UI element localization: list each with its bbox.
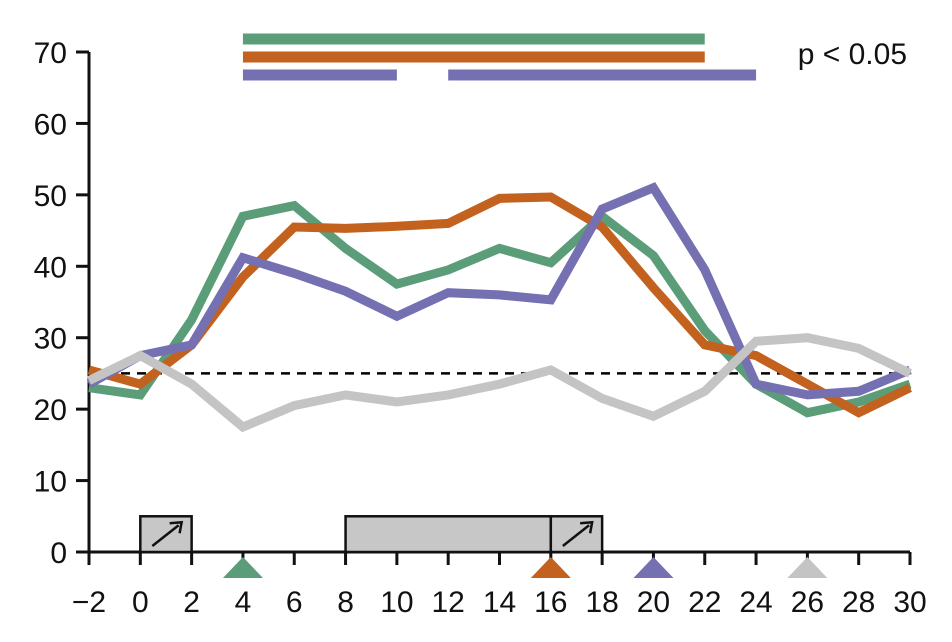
x-tick-label: 26 — [791, 586, 824, 619]
x-tick-label: 2 — [183, 586, 200, 619]
x-tick-label: 16 — [534, 586, 567, 619]
x-tick-label: 30 — [893, 586, 926, 619]
arrow-head-icon — [169, 520, 184, 534]
onset-markers — [222, 557, 828, 578]
y-tick-label: 20 — [34, 394, 67, 427]
arrow-head-icon — [580, 520, 594, 534]
triangle-marker-icon — [787, 557, 828, 578]
y-tick-label: 30 — [34, 323, 67, 356]
y-tick-label: 70 — [34, 37, 67, 70]
series-lines — [86, 182, 912, 433]
x-tick-label: 18 — [585, 586, 618, 619]
x-tick-label: 10 — [380, 586, 413, 619]
x-tick-label: 20 — [637, 586, 670, 619]
y-axis: 0 10 20 30 40 50 60 70 — [34, 37, 91, 570]
event-box — [344, 515, 553, 554]
y-tick-label: 60 — [34, 108, 67, 141]
significance-bars — [242, 33, 757, 81]
y-tick-label: 50 — [34, 180, 67, 213]
arrow-icon — [151, 524, 180, 547]
arrow-icon — [562, 524, 590, 547]
x-tick-label: 28 — [842, 586, 875, 619]
x-tick-label: 14 — [483, 586, 516, 619]
triangle-marker-icon — [222, 557, 263, 578]
series-line-2 — [87, 192, 912, 418]
x-axis: −2 0 2 4 6 8 10 12 14 16 18 20 22 24 26 28 30 — [72, 550, 927, 619]
significance-annotation: p < 0.05 — [798, 38, 907, 71]
series-line-4 — [87, 333, 912, 433]
x-tick-label: 12 — [432, 586, 465, 619]
x-tick-label: 4 — [235, 586, 252, 619]
y-tick-label: 10 — [34, 466, 67, 499]
x-tick-label: 24 — [739, 586, 772, 619]
triangle-marker-icon — [633, 557, 674, 578]
x-tick-label: 0 — [132, 586, 149, 619]
x-tick-label: 6 — [286, 586, 303, 619]
x-tick-label: −2 — [72, 586, 106, 619]
series-line-1 — [88, 200, 912, 418]
series-line-3 — [86, 182, 912, 400]
triangle-marker-icon — [530, 557, 571, 578]
x-tick-label: 8 — [337, 586, 354, 619]
x-tick-label: 22 — [688, 586, 721, 619]
y-tick-label: 40 — [34, 251, 67, 284]
y-tick-label: 0 — [50, 537, 67, 570]
event-boxes — [139, 515, 604, 554]
